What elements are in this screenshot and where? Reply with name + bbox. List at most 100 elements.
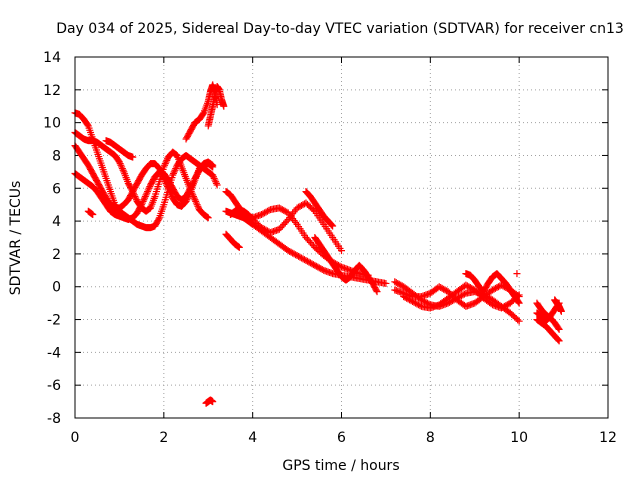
data-point — [155, 215, 163, 223]
data-point — [309, 206, 317, 214]
data-point — [170, 168, 178, 176]
data-point — [259, 210, 267, 218]
data-point — [311, 261, 319, 269]
data-point — [373, 288, 381, 296]
data-point — [186, 186, 194, 194]
data-point — [287, 248, 295, 256]
data-point — [261, 225, 269, 233]
data-point — [265, 206, 273, 214]
data-point — [293, 204, 301, 212]
data-point — [172, 165, 180, 173]
series-track-12 — [226, 199, 345, 255]
data-point — [554, 324, 562, 332]
data-point — [235, 243, 243, 251]
data-point — [143, 189, 151, 197]
data-point — [555, 337, 563, 345]
data-point — [554, 335, 562, 343]
data-point — [305, 237, 313, 245]
data-point — [327, 220, 335, 228]
plot-frame — [74, 56, 609, 419]
data-point — [138, 199, 146, 207]
data-point — [138, 201, 146, 209]
data-point — [277, 205, 285, 213]
data-point — [145, 184, 153, 192]
data-point — [491, 284, 499, 292]
data-point — [412, 299, 420, 307]
chart-title: Day 034 of 2025, Sidereal Day-to-day VTE… — [56, 21, 624, 37]
data-point — [211, 176, 219, 184]
data-point — [163, 156, 171, 164]
data-point — [406, 296, 414, 304]
data-point — [161, 160, 169, 168]
data-point — [298, 254, 306, 262]
data-point — [465, 283, 473, 291]
data-point — [247, 214, 255, 222]
data-point — [314, 263, 322, 271]
data-point — [171, 166, 179, 174]
series-track-20 — [513, 270, 521, 278]
y-tick-label: 2 — [52, 247, 61, 263]
data-point — [210, 174, 218, 182]
data-point — [139, 197, 147, 205]
data-point — [192, 197, 200, 205]
data-point — [328, 221, 336, 229]
data-point — [281, 207, 289, 215]
data-point — [306, 238, 314, 246]
data-point — [262, 208, 270, 216]
data-point — [132, 194, 140, 202]
data-point — [190, 194, 198, 202]
y-tick-label: -6 — [47, 378, 61, 394]
data-point — [457, 292, 465, 300]
data-point — [394, 279, 402, 287]
data-point — [281, 219, 289, 227]
data-point — [440, 285, 448, 293]
data-point — [435, 283, 443, 291]
data-point — [213, 181, 221, 189]
data-point — [199, 110, 207, 118]
series-track-19 — [462, 270, 523, 307]
y-tick-label: -4 — [47, 345, 61, 361]
data-point — [118, 163, 126, 171]
y-tick-label: 10 — [43, 116, 61, 132]
data-point — [295, 203, 303, 211]
y-tick-label: 8 — [52, 148, 61, 164]
data-point — [487, 300, 495, 308]
data-point — [312, 262, 320, 270]
data-point — [515, 299, 523, 307]
data-point — [514, 298, 522, 306]
data-point — [137, 202, 145, 210]
data-point — [275, 225, 283, 233]
data-point — [209, 173, 217, 181]
data-point — [263, 207, 271, 215]
data-point — [416, 302, 424, 310]
series-track-9 — [202, 396, 217, 407]
data-point — [305, 258, 313, 266]
x-tick-label: 12 — [599, 430, 617, 446]
data-point — [503, 301, 511, 309]
data-point — [306, 259, 314, 267]
data-point — [400, 293, 408, 301]
data-point — [403, 294, 411, 302]
data-point — [144, 188, 152, 196]
data-point — [258, 224, 266, 232]
data-point — [189, 178, 197, 186]
grid-layer — [75, 57, 608, 418]
data-point — [220, 102, 228, 110]
data-point — [302, 234, 310, 241]
data-point — [404, 295, 412, 303]
data-point — [186, 184, 194, 192]
data-point — [308, 260, 316, 268]
data-point — [263, 227, 271, 235]
data-point — [392, 279, 400, 287]
x-tick-label: 2 — [159, 430, 168, 446]
data-point — [194, 202, 202, 210]
data-point — [280, 206, 288, 214]
data-point — [459, 291, 467, 299]
data-point — [489, 286, 497, 294]
data-point — [204, 214, 212, 222]
x-tick-label: 4 — [248, 430, 257, 446]
x-axis-label: GPS time / hours — [282, 458, 399, 474]
data-point — [189, 179, 197, 187]
data-point — [515, 317, 523, 325]
